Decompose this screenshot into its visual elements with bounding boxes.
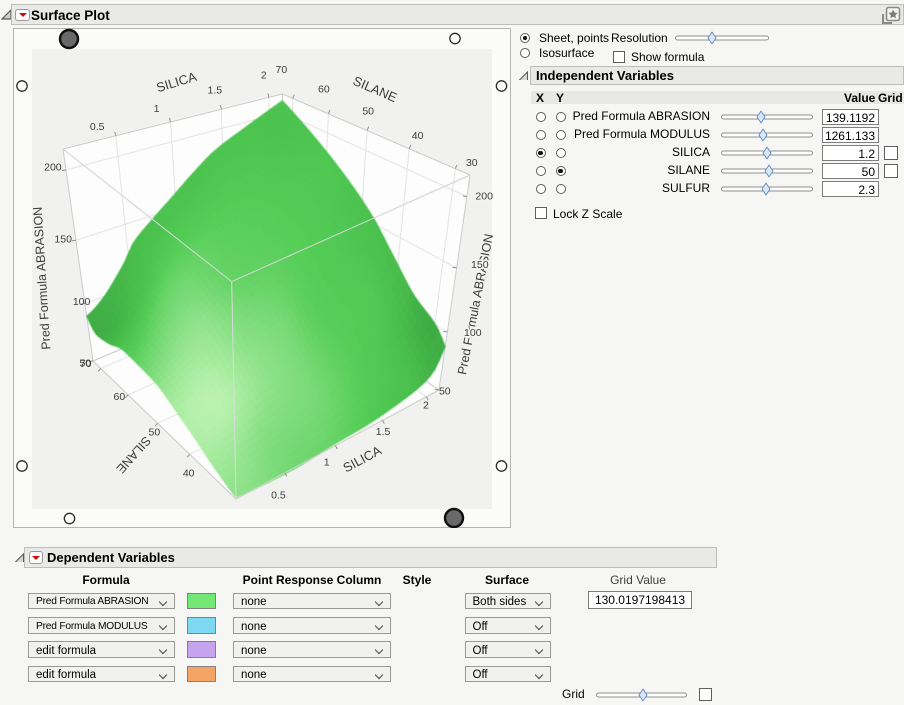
svg-text:1.5: 1.5 <box>207 85 222 97</box>
svg-text:100: 100 <box>464 327 482 339</box>
svg-text:70: 70 <box>80 358 92 370</box>
svg-text:1: 1 <box>324 457 330 469</box>
svg-text:100: 100 <box>73 296 91 308</box>
svg-text:40: 40 <box>183 468 195 480</box>
svg-text:50: 50 <box>149 427 161 439</box>
svg-text:60: 60 <box>114 391 126 403</box>
svg-text:150: 150 <box>54 233 72 245</box>
svg-text:2: 2 <box>423 400 429 412</box>
svg-text:50: 50 <box>79 358 91 370</box>
svg-text:1.5: 1.5 <box>376 426 391 438</box>
svg-text:1: 1 <box>154 103 160 115</box>
svg-text:50: 50 <box>439 386 451 398</box>
svg-text:200: 200 <box>475 190 493 202</box>
svg-text:50: 50 <box>362 106 374 118</box>
svg-text:40: 40 <box>412 130 424 142</box>
svg-text:0.5: 0.5 <box>90 121 105 133</box>
svg-text:60: 60 <box>318 84 330 96</box>
svg-text:0.5: 0.5 <box>271 490 286 502</box>
svg-text:2: 2 <box>261 69 267 81</box>
svg-text:30: 30 <box>466 157 478 169</box>
svg-text:200: 200 <box>44 162 62 174</box>
svg-text:70: 70 <box>276 64 288 76</box>
svg-text:150: 150 <box>471 259 489 271</box>
